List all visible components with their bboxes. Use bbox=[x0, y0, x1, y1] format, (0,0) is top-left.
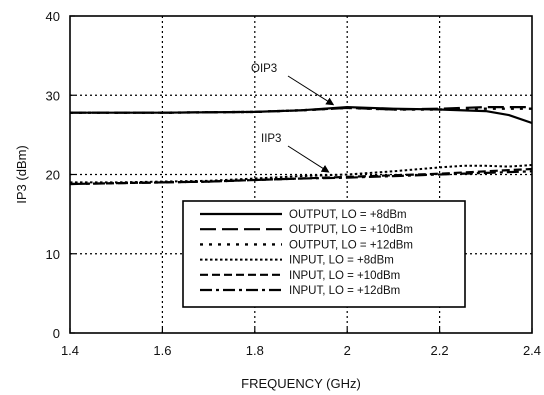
annotation-label: IIP3 bbox=[261, 133, 281, 145]
x-tick-label: 1.6 bbox=[153, 343, 171, 358]
series-line-2 bbox=[70, 106, 532, 114]
annotation-arrow bbox=[287, 145, 330, 173]
legend-label: OUTPUT, LO = +8dBm bbox=[289, 209, 407, 221]
annotation-label: OIP3 bbox=[251, 63, 277, 75]
legend: OUTPUT, LO = +8dBm OUTPUT, LO = +10dBm OUT… bbox=[182, 200, 466, 308]
annotations: OIP3 IIP3 bbox=[251, 63, 335, 173]
x-tick-label: 2.2 bbox=[431, 343, 449, 358]
y-tick-label: 40 bbox=[46, 9, 60, 24]
y-tick-labels: 0 10 20 30 40 bbox=[46, 9, 60, 341]
x-tick-labels: 1.4 1.6 1.8 2 2.2 2.4 bbox=[61, 343, 541, 358]
x-tick-label: 2.4 bbox=[523, 343, 541, 358]
legend-label: INPUT, LO = +12dBm bbox=[289, 285, 400, 297]
x-axis-label: FREQUENCY (GHz) bbox=[241, 376, 361, 391]
annotation-arrow bbox=[287, 75, 335, 106]
tick-marks bbox=[69, 15, 533, 334]
legend-label: INPUT, LO = +10dBm bbox=[289, 270, 400, 282]
x-tick-label: 1.4 bbox=[61, 343, 79, 358]
y-tick-label: 30 bbox=[46, 88, 60, 103]
y-axis-label: IP3 (dBm) bbox=[14, 145, 29, 204]
legend-label: INPUT, LO = +8dBm bbox=[289, 255, 394, 267]
legend-label: OUTPUT, LO = +10dBm bbox=[289, 224, 413, 236]
legend-label: OUTPUT, LO = +12dBm bbox=[289, 239, 413, 251]
y-tick-label: 20 bbox=[46, 168, 60, 183]
y-tick-label: 10 bbox=[46, 247, 60, 262]
y-tick-label: 0 bbox=[53, 326, 60, 341]
series-line-6 bbox=[69, 170, 533, 186]
series-lines bbox=[69, 105, 533, 186]
x-tick-label: 1.8 bbox=[246, 343, 264, 358]
x-tick-label: 2 bbox=[344, 343, 351, 358]
